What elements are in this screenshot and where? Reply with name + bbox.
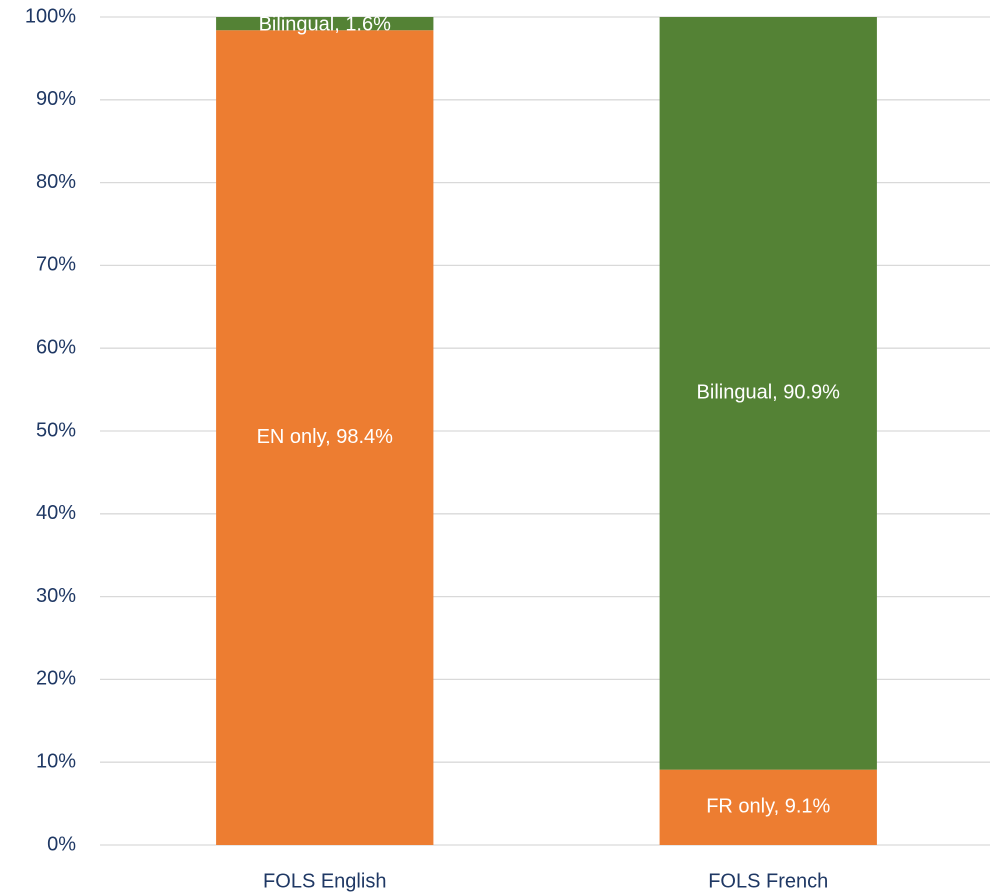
y-tick-label: 80%: [36, 171, 76, 193]
y-tick-label: 50%: [36, 419, 76, 441]
y-tick-label: 100%: [25, 5, 76, 27]
y-tick-label: 90%: [36, 88, 76, 110]
y-tick-label: 70%: [36, 254, 76, 276]
data-label: EN only, 98.4%: [257, 426, 394, 448]
x-tick-label: FOLS French: [708, 870, 828, 892]
data-label: FR only, 9.1%: [706, 796, 830, 818]
data-label: Bilingual, 1.6%: [259, 13, 392, 35]
data-label: Bilingual, 90.9%: [697, 382, 841, 404]
y-tick-label: 40%: [36, 502, 76, 524]
bar-segment: [216, 17, 434, 31]
y-tick-label: 30%: [36, 585, 76, 607]
bar-segment: [216, 30, 434, 846]
y-tick-label: 10%: [36, 750, 76, 772]
bar-segment: [659, 769, 877, 845]
bar-segment: [659, 17, 877, 770]
y-tick-label: 0%: [47, 833, 76, 855]
x-tick-label: FOLS English: [263, 870, 386, 892]
y-tick-label: 20%: [36, 668, 76, 690]
y-tick-label: 60%: [36, 336, 76, 358]
